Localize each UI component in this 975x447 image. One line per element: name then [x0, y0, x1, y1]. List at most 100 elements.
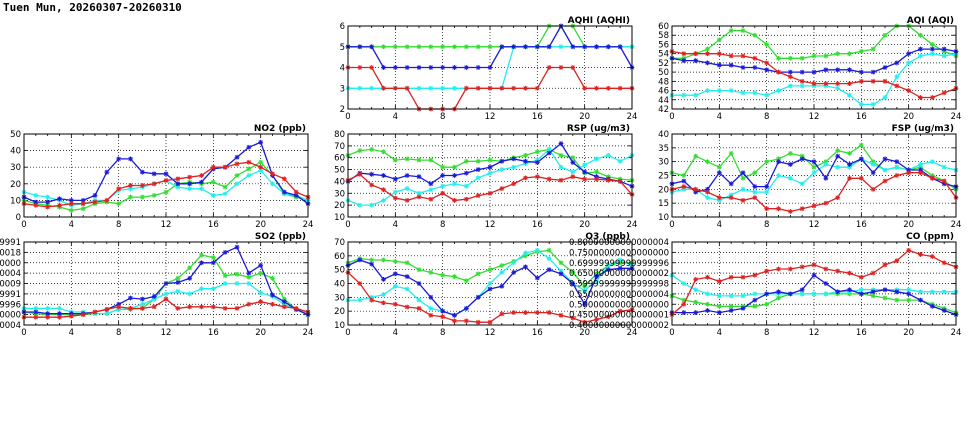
x-tick-label: 12 — [809, 220, 820, 230]
data-point — [705, 301, 710, 307]
y-tick-label: 0.69999999999999996 — [569, 259, 669, 269]
data-point — [823, 175, 829, 181]
data-point — [258, 290, 264, 296]
data-point — [870, 186, 876, 192]
y-tick-label: 30 — [658, 158, 669, 168]
data-point — [452, 44, 457, 50]
data-point — [163, 189, 169, 195]
data-point — [475, 294, 481, 300]
data-point — [33, 309, 39, 315]
x-tick-label: 12 — [809, 328, 820, 338]
data-point — [487, 85, 493, 91]
data-point — [764, 268, 770, 274]
data-point — [787, 162, 793, 167]
y-tick-label: 10 — [658, 213, 669, 223]
data-point — [281, 176, 287, 182]
data-point — [463, 278, 469, 284]
data-point — [693, 299, 699, 305]
data-point — [681, 310, 687, 315]
data-point — [776, 295, 781, 301]
data-point — [740, 186, 746, 192]
data-point — [847, 67, 852, 73]
data-point — [163, 296, 169, 302]
data-point — [847, 150, 852, 156]
data-point — [787, 69, 793, 75]
data-point — [428, 85, 434, 91]
x-tick-label: 20 — [903, 220, 914, 230]
x-tick-label: 4 — [717, 220, 722, 230]
data-point — [222, 191, 228, 197]
data-point — [894, 164, 900, 170]
y-tick-label: 6 — [340, 22, 345, 32]
x-tick-label: 4 — [393, 220, 398, 230]
data-point — [499, 85, 505, 91]
data-point — [835, 85, 841, 91]
data-point — [381, 276, 386, 282]
y-tick-label: 1.80000000000000004 — [0, 269, 21, 279]
x-tick-label: 16 — [208, 328, 219, 338]
data-point — [558, 271, 564, 277]
data-point — [45, 204, 51, 210]
data-point — [381, 292, 386, 297]
y-tick-label: 35 — [658, 144, 669, 154]
data-point — [357, 202, 363, 208]
y-tick-label: 1.39999999999999991 — [0, 290, 21, 300]
data-point — [605, 177, 611, 183]
chart-title: AQI (AQI) — [907, 16, 954, 26]
data-point — [582, 169, 588, 175]
data-point — [523, 158, 528, 164]
data-point — [716, 37, 722, 43]
data-point — [705, 195, 710, 201]
data-point — [906, 297, 912, 303]
data-point — [175, 280, 181, 285]
data-point — [187, 174, 193, 180]
y-tick-label: 56 — [658, 40, 669, 50]
data-point — [440, 85, 446, 91]
data-point — [681, 301, 687, 307]
data-point — [835, 153, 841, 159]
data-point — [246, 274, 252, 280]
data-point — [882, 95, 888, 100]
data-point — [582, 288, 588, 293]
data-point — [847, 287, 852, 293]
data-point — [847, 51, 852, 57]
data-point — [210, 193, 216, 198]
chart-title: SO2 (ppb) — [255, 232, 306, 242]
data-point — [605, 263, 611, 268]
data-point — [716, 279, 722, 284]
data-point — [258, 164, 264, 170]
y-tick-label: 70 — [334, 238, 345, 248]
data-point — [787, 55, 793, 61]
data-point — [823, 266, 829, 272]
data-point — [222, 164, 228, 170]
data-point — [787, 266, 793, 272]
data-point — [175, 181, 181, 187]
data-point — [681, 58, 687, 63]
data-point — [558, 312, 564, 318]
data-point — [523, 250, 528, 256]
x-tick-label: 0 — [669, 220, 674, 230]
data-point — [187, 186, 193, 192]
data-point — [499, 167, 505, 172]
data-point — [918, 289, 923, 295]
data-point — [281, 299, 287, 305]
data-point — [594, 169, 599, 175]
data-point — [210, 304, 216, 310]
x-tick-label: 20 — [579, 112, 590, 122]
data-point — [906, 88, 912, 93]
data-point — [452, 318, 457, 324]
plot-frame — [23, 133, 309, 218]
y-tick-label: 15 — [658, 199, 669, 209]
data-point — [776, 173, 781, 178]
data-point — [728, 150, 734, 156]
data-point — [210, 179, 216, 185]
data-point — [187, 265, 193, 271]
data-point — [764, 67, 770, 73]
data-point — [128, 295, 133, 301]
data-point — [546, 247, 552, 253]
chart-title: CO (ppm) — [906, 232, 954, 242]
data-point — [199, 173, 204, 178]
data-point — [752, 184, 758, 189]
x-tick-label: 24 — [627, 220, 638, 230]
